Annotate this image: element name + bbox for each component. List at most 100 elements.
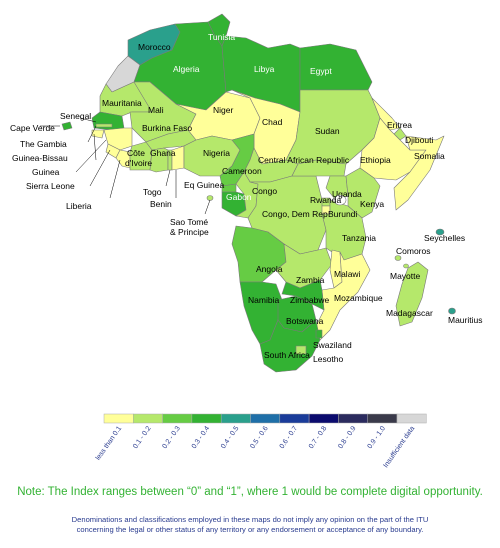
legend-swatch <box>250 413 281 424</box>
region-cape-verde <box>61 121 73 131</box>
label-cape-verde: Cape Verde <box>10 123 55 133</box>
label-zimbabwe: Zimbabwe <box>290 295 329 305</box>
legend-swatches <box>103 413 427 424</box>
label-niger: Niger <box>213 105 233 115</box>
legend-label: 0.1 - 0.2 <box>132 425 153 450</box>
legend-swatch <box>191 413 222 424</box>
label-ethiopia: Ethiopia <box>360 155 391 165</box>
index-note: Note: The Index ranges between “0” and “… <box>17 486 483 498</box>
label-tanzania: Tanzania <box>342 233 376 243</box>
label-cameroon: Cameroon <box>222 166 262 176</box>
legend-swatch <box>367 413 398 424</box>
label-liberia: Liberia <box>66 201 92 211</box>
label-cote-divoire-2: d'Ivoire <box>125 158 152 168</box>
region-guinea-bissau <box>91 129 105 139</box>
legend-labels: less than 0.1 0.1 - 0.2 0.2 - 0.3 0.3 - 0.4… <box>95 425 417 469</box>
label-angola: Angola <box>256 264 283 274</box>
label-burkina-faso: Burkina Faso <box>142 123 192 133</box>
region-kenya <box>345 167 381 219</box>
region-mauritius <box>448 307 456 315</box>
label-togo: Togo <box>143 187 162 197</box>
legend-swatch <box>308 413 339 424</box>
label-djibouti: Djibouti <box>405 135 433 145</box>
legend-label: 0.8 - 0.9 <box>337 425 358 450</box>
region-eritrea <box>371 97 401 131</box>
disclaimer-line-1: Denominations and classifications employ… <box>71 515 429 524</box>
label-botswana: Botswana <box>286 316 324 326</box>
region-mayotte <box>403 263 409 269</box>
label-cote-divoire-1: Côte <box>127 148 145 158</box>
label-drc: Congo, Dem Rep <box>262 209 328 219</box>
label-eq-guinea: Eq Guinea <box>184 180 224 190</box>
label-guinea: Guinea <box>32 167 60 177</box>
label-egypt: Egypt <box>310 66 332 76</box>
legend-swatch <box>162 413 193 424</box>
label-ghana: Ghana <box>150 148 176 158</box>
label-zambia: Zambia <box>296 275 325 285</box>
label-somalia: Somalia <box>414 151 445 161</box>
legend-label: Insufficient data <box>383 425 417 469</box>
label-malawi: Malawi <box>334 269 361 279</box>
legend-swatch <box>279 413 310 424</box>
label-madagascar: Madagascar <box>386 308 433 318</box>
label-senegal: Senegal <box>60 111 91 121</box>
region-sao-tome <box>206 195 214 201</box>
label-mayotte: Mayotte <box>390 271 421 281</box>
region-gambia <box>95 123 113 128</box>
region-madagascar <box>395 261 429 327</box>
legend-swatch <box>103 413 134 424</box>
label-car: Central African Republic <box>258 155 350 165</box>
legend-swatch <box>338 413 368 424</box>
label-mali: Mali <box>148 105 164 115</box>
label-algeria: Algeria <box>173 64 200 74</box>
legend-label: less than 0.1 <box>95 425 124 462</box>
lake-victoria <box>333 194 347 206</box>
region-somalia <box>393 135 445 211</box>
label-libya: Libya <box>254 64 275 74</box>
label-lesotho: Lesotho <box>313 354 344 364</box>
label-morocco: Morocco <box>138 42 171 52</box>
label-nigeria: Nigeria <box>203 148 230 158</box>
label-mauritania: Mauritania <box>102 98 142 108</box>
label-mauritius: Mauritius <box>448 315 482 325</box>
legend-label: 0.7 - 0.8 <box>308 425 329 450</box>
disclaimer: Denominations and classifications employ… <box>0 515 500 535</box>
label-eritrea: Eritrea <box>387 120 412 130</box>
label-gabon: Gabon <box>226 192 252 202</box>
label-kenya: Kenya <box>360 199 384 209</box>
label-seychelles: Seychelles <box>424 233 465 243</box>
label-mozambique: Mozambique <box>334 293 383 303</box>
label-tunisia: Tunisia <box>208 32 235 42</box>
label-sudan: Sudan <box>315 126 340 136</box>
legend-swatch <box>396 413 427 424</box>
legend-label: 0.9 - 1.0 <box>367 425 388 450</box>
africa-map: Tunisia Morocco Algeria Libya Egypt Maur… <box>10 13 482 373</box>
legend-label: 0.4 - 0.5 <box>220 425 241 450</box>
region-lesotho <box>295 345 307 355</box>
legend-swatch <box>133 413 163 424</box>
label-sierra-leone: Sierra Leone <box>26 181 75 191</box>
label-namibia: Namibia <box>248 295 279 305</box>
label-chad: Chad <box>262 117 283 127</box>
label-burundi: Burundi <box>328 209 357 219</box>
legend-label: 0.2 - 0.3 <box>161 425 182 450</box>
label-comoros: Comoros <box>396 246 430 256</box>
legend: less than 0.1 0.1 - 0.2 0.2 - 0.3 0.3 - 0.4… <box>95 413 427 469</box>
label-congo: Congo <box>252 186 277 196</box>
region-zimbabwe <box>281 279 325 311</box>
legend-label: 0.6 - 0.7 <box>279 425 300 450</box>
legend-swatch <box>220 413 251 424</box>
label-sao-tome-1: Sao Tomé <box>170 217 208 227</box>
label-rwanda: Rwanda <box>310 195 341 205</box>
legend-label: 0.3 - 0.4 <box>191 425 212 450</box>
region-seychelles <box>435 228 445 236</box>
label-guinea-bissau: Guinea-Bissau <box>12 153 68 163</box>
label-uganda: Uganda <box>332 189 362 199</box>
disclaimer-line-2: concerning the legal or other status of … <box>76 525 424 534</box>
legend-label: 0.5 - 0.6 <box>249 425 270 450</box>
label-benin: Benin <box>150 199 172 209</box>
region-ethiopia <box>359 117 427 181</box>
region-comoros <box>394 255 402 261</box>
label-the-gambia: The Gambia <box>20 139 67 149</box>
region-swaziland <box>315 329 323 339</box>
